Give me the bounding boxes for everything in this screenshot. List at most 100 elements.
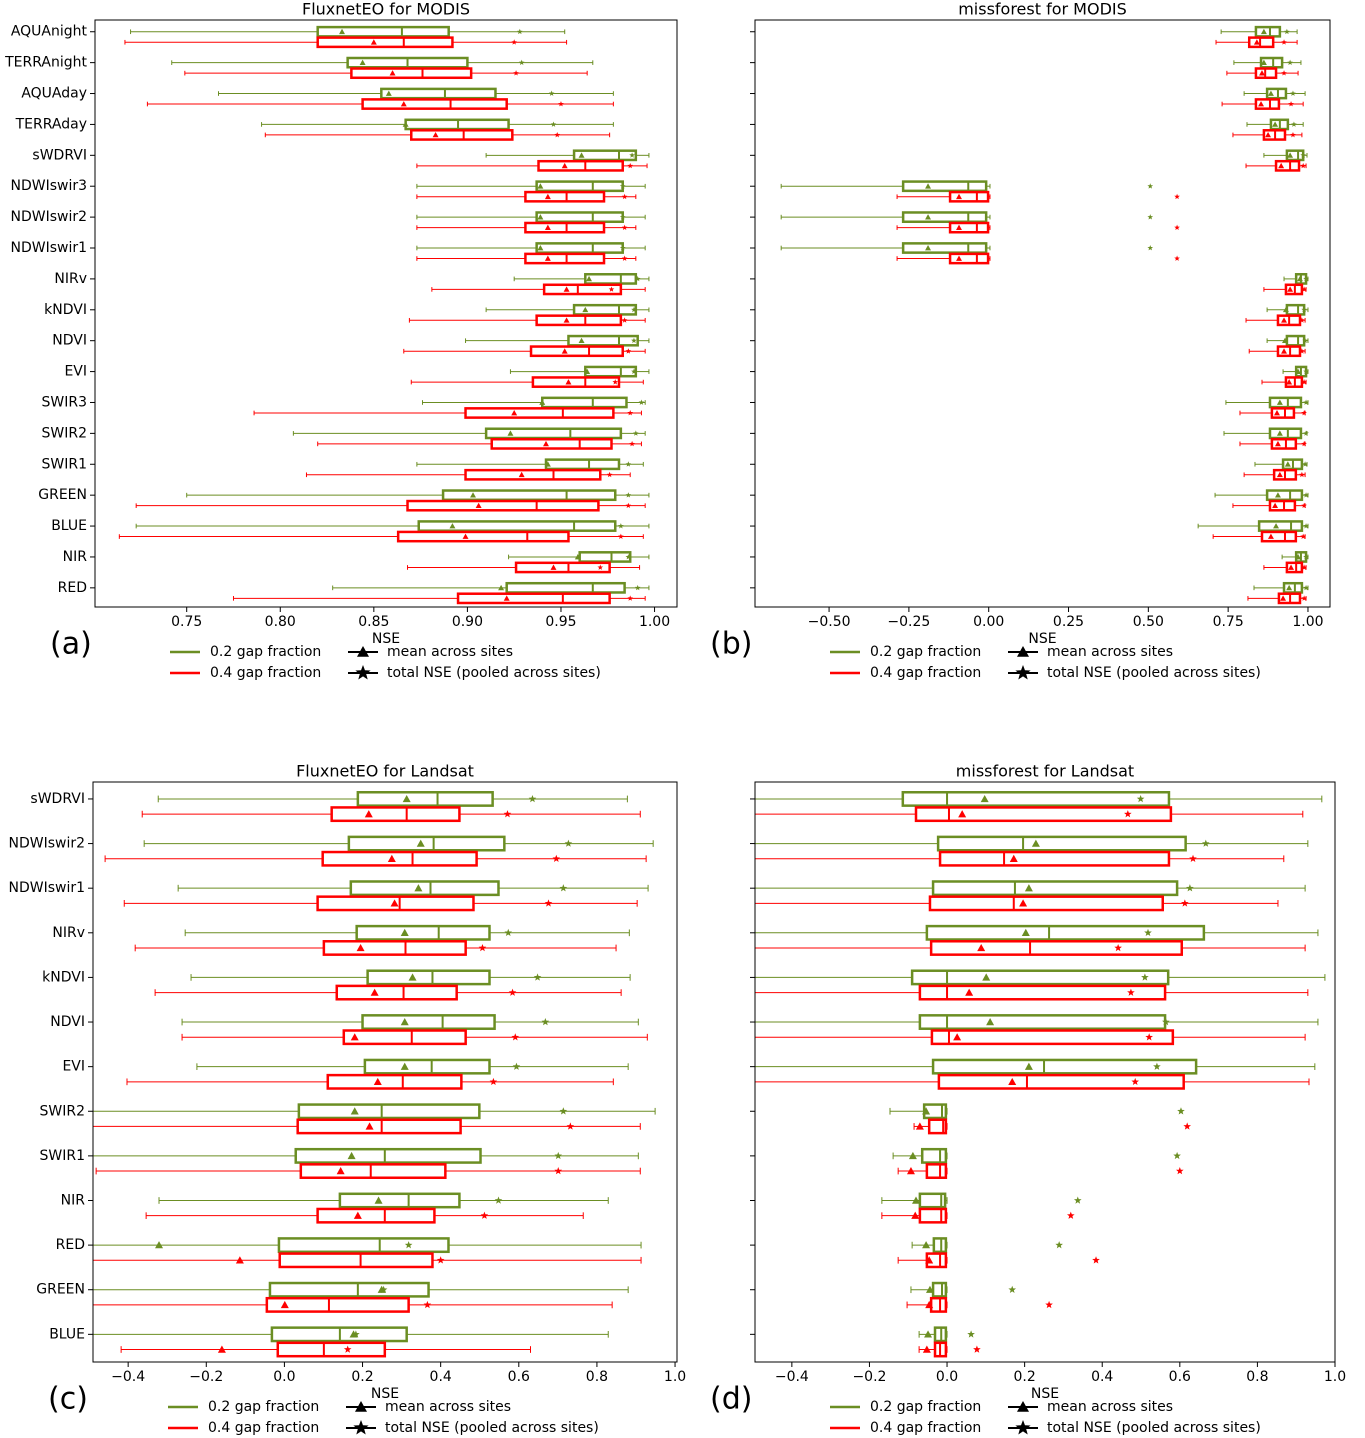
mean-marker — [470, 492, 476, 498]
box — [920, 1147, 948, 1164]
box — [316, 25, 450, 38]
total-marker — [1301, 410, 1307, 416]
legend-label: 0.2 gap fraction — [210, 644, 321, 660]
mean-marker — [235, 1256, 244, 1264]
mean-marker — [364, 810, 373, 818]
box — [524, 221, 606, 234]
box — [1285, 303, 1306, 316]
total-marker — [612, 379, 619, 385]
mean-marker — [385, 90, 392, 96]
mean-marker — [217, 1345, 226, 1353]
box — [321, 850, 478, 867]
total-marker — [618, 533, 624, 539]
y-tick-label: SWIR3 — [42, 394, 88, 410]
box — [1268, 427, 1303, 440]
box — [901, 242, 988, 254]
total-marker — [1055, 1241, 1063, 1249]
total-marker — [1202, 839, 1210, 847]
panel-label: (a) — [50, 627, 92, 662]
mean-marker — [915, 1122, 924, 1130]
mean-marker — [908, 1151, 917, 1160]
total-marker — [1288, 101, 1294, 107]
box — [910, 969, 1170, 986]
mean-marker — [1260, 28, 1267, 35]
total-marker — [621, 317, 628, 323]
mean-marker — [544, 461, 551, 467]
box — [529, 345, 624, 358]
total-marker — [1162, 1018, 1170, 1026]
total-marker — [1284, 28, 1290, 35]
total-marker — [436, 1256, 445, 1264]
total-marker — [1291, 121, 1297, 127]
y-tick-label: GREEN — [36, 1282, 85, 1298]
mean-marker — [1276, 471, 1283, 478]
box — [366, 969, 491, 986]
mean-marker — [986, 1018, 995, 1026]
y-tick-label: NIRv — [52, 925, 85, 941]
mean-marker — [1286, 584, 1293, 591]
box — [505, 581, 626, 594]
box — [948, 190, 990, 203]
mean-marker — [359, 59, 366, 66]
total-marker — [1303, 584, 1309, 591]
mean-marker — [925, 214, 932, 220]
mean-marker — [370, 988, 379, 996]
total-marker — [629, 152, 635, 158]
total-marker — [967, 1330, 975, 1338]
total-marker — [1303, 275, 1309, 282]
mean-marker — [1265, 131, 1272, 138]
box — [355, 924, 491, 941]
x-tick-label: 0.8 — [586, 1369, 608, 1385]
box — [535, 180, 624, 193]
axes-frame — [754, 19, 1331, 608]
total-marker — [1144, 928, 1152, 937]
x-tick-label: 0.6 — [508, 1369, 530, 1385]
box — [380, 87, 497, 100]
total-marker — [1300, 162, 1306, 169]
mean-marker — [965, 988, 974, 996]
x-tick-label: −0.2 — [852, 1369, 886, 1385]
y-tick-label: NIR — [63, 549, 88, 565]
y-tick-label: kNDVI — [42, 969, 85, 985]
y-tick-label: TERRAnight — [4, 55, 87, 71]
total-marker — [512, 1062, 521, 1070]
total-marker — [619, 214, 626, 220]
mean-marker — [925, 183, 932, 189]
total-marker — [1301, 286, 1307, 292]
box — [918, 984, 1167, 1001]
box — [1270, 437, 1298, 450]
x-tick-label: 0.0 — [936, 1369, 958, 1385]
mean-marker — [924, 1330, 933, 1338]
mean-marker — [578, 152, 585, 158]
mean-marker — [1282, 337, 1288, 344]
y-tick-label: RED — [58, 580, 87, 596]
box — [1274, 159, 1301, 172]
total-marker — [1300, 152, 1306, 158]
mean-marker — [982, 973, 991, 981]
mean-marker — [1259, 70, 1265, 76]
total-marker — [508, 988, 517, 996]
y-tick-label: sWDRVI — [32, 147, 87, 163]
mean-marker — [1267, 533, 1274, 539]
mean-marker — [1024, 884, 1033, 892]
box — [901, 180, 988, 193]
mean-marker — [543, 440, 549, 447]
box — [901, 791, 1171, 807]
total-marker — [1092, 1256, 1100, 1264]
mean-marker — [1260, 59, 1267, 66]
mean-marker — [402, 794, 411, 803]
legend-label: mean across sites — [1047, 1399, 1173, 1415]
mean-marker — [374, 1196, 383, 1204]
y-tick-label: kNDVI — [44, 302, 87, 318]
total-marker — [1299, 471, 1305, 478]
total-marker — [1287, 59, 1293, 66]
total-marker — [1301, 379, 1307, 385]
y-tick-label: SWIR1 — [40, 1148, 86, 1164]
y-tick-label: sWDRVI — [30, 791, 85, 807]
total-marker — [489, 1077, 498, 1086]
mean-marker — [1281, 317, 1287, 323]
mean-marker — [503, 595, 510, 601]
mean-marker — [925, 1285, 934, 1293]
box — [936, 835, 1187, 852]
total-marker — [541, 1018, 550, 1026]
